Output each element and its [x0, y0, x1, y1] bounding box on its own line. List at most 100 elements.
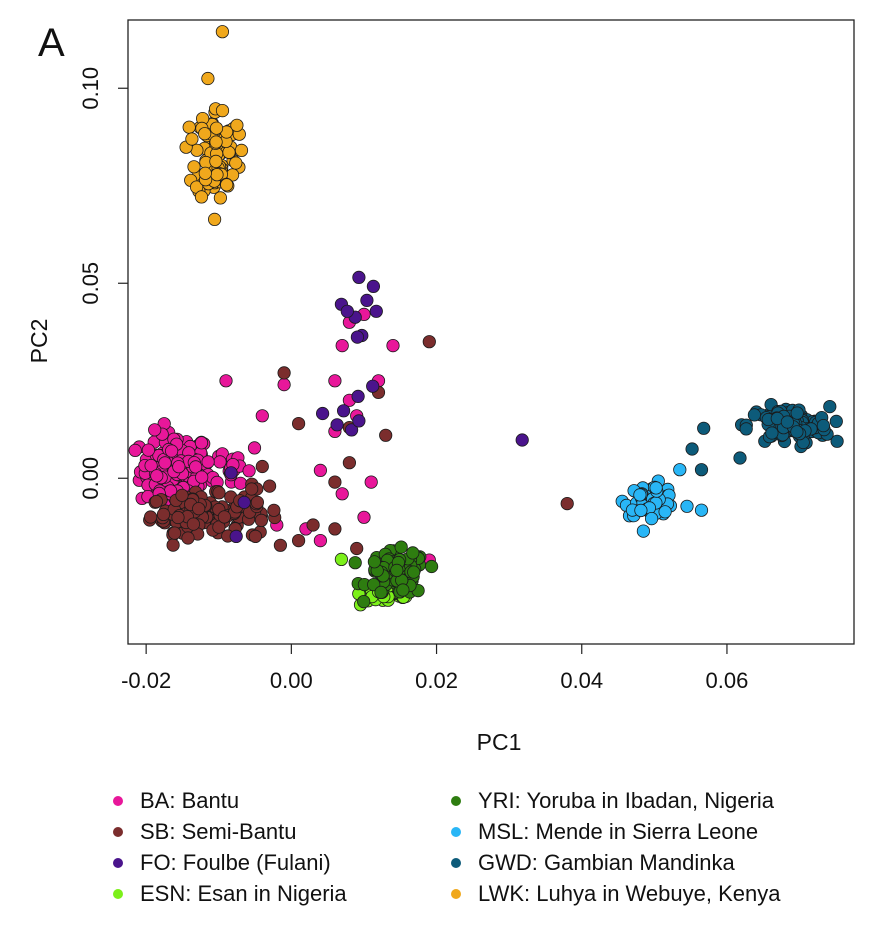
point-series-7: [220, 178, 234, 192]
point-series-6: [697, 421, 711, 435]
point-series-7: [198, 127, 212, 141]
point-series-4: [374, 585, 388, 600]
point-series-0: [219, 374, 233, 388]
point-series-5: [694, 503, 709, 517]
point-series-7: [210, 168, 224, 182]
point-series-1: [328, 475, 342, 489]
point-series-0: [165, 444, 179, 458]
y-tick-label: 0.05: [78, 262, 103, 305]
legend-marker: [113, 796, 123, 806]
point-series-1: [245, 482, 259, 496]
point-series-2: [336, 404, 351, 418]
point-series-4: [390, 563, 404, 578]
point-series-1: [328, 522, 342, 536]
point-series-0: [247, 441, 262, 455]
point-series-6: [829, 414, 843, 428]
point-series-4: [407, 565, 421, 579]
point-series-0: [328, 374, 342, 388]
legend-marker: [451, 858, 461, 868]
point-series-0: [364, 475, 378, 489]
point-series-3: [334, 552, 348, 567]
point-series-1: [262, 479, 277, 493]
point-series-1: [212, 520, 226, 534]
x-tick-label: 0.04: [560, 668, 603, 693]
point-series-1: [192, 502, 206, 516]
legend-marker: [451, 796, 461, 806]
point-series-1: [342, 456, 356, 470]
legend-label: YRI: Yoruba in Ibadan, Nigeria: [478, 788, 775, 813]
point-series-1: [254, 513, 268, 528]
point-series-1: [350, 541, 364, 556]
point-series-2: [350, 330, 364, 344]
point-series-7: [215, 25, 229, 39]
point-series-2: [224, 466, 238, 480]
point-series-6: [739, 422, 753, 436]
point-series-2: [515, 433, 529, 447]
point-series-1: [560, 496, 574, 511]
point-series-6: [765, 426, 779, 440]
point-series-0: [233, 476, 248, 490]
point-series-7: [201, 71, 215, 86]
legend-marker: [451, 827, 461, 837]
y-axis-title: PC2: [26, 319, 52, 364]
point-series-0: [313, 463, 327, 477]
point-series-2: [340, 304, 354, 318]
legend-label: MSL: Mende in Sierra Leone: [478, 819, 758, 844]
point-series-7: [185, 132, 199, 146]
point-series-1: [306, 518, 320, 532]
point-series-6: [733, 451, 747, 465]
point-series-6: [747, 408, 762, 422]
point-series-6: [790, 406, 804, 420]
point-series-7: [198, 166, 212, 180]
point-series-2: [352, 270, 366, 284]
point-series-7: [215, 104, 230, 118]
point-series-0: [313, 533, 327, 548]
legend-label: GWD: Gambian Mandinka: [478, 850, 736, 875]
legend-marker: [113, 889, 123, 899]
point-series-5: [644, 511, 659, 526]
point-series-0: [335, 487, 349, 501]
point-series-0: [144, 458, 158, 473]
point-series-2: [237, 495, 251, 509]
point-series-1: [277, 366, 291, 380]
point-series-6: [685, 442, 699, 456]
point-series-1: [171, 510, 185, 525]
point-series-0: [141, 443, 155, 457]
point-series-0: [189, 460, 203, 474]
point-series-5: [634, 503, 648, 517]
point-series-0: [195, 470, 209, 484]
point-series-1: [248, 529, 262, 544]
point-series-4: [396, 583, 410, 597]
panel-letter: A: [38, 21, 65, 65]
point-series-0: [172, 460, 186, 474]
point-series-4: [348, 556, 362, 570]
point-series-6: [816, 418, 831, 433]
point-series-6: [780, 415, 795, 429]
point-series-2: [360, 293, 374, 307]
point-series-7: [194, 190, 209, 204]
point-series-7: [213, 191, 227, 205]
point-series-1: [217, 510, 231, 524]
point-series-5: [680, 499, 694, 513]
point-series-4: [406, 546, 420, 560]
point-series-6: [694, 463, 709, 477]
plot-frame: [127, 19, 855, 645]
point-series-0: [242, 464, 256, 478]
point-series-1: [166, 538, 180, 552]
point-series-7: [229, 156, 243, 170]
point-series-2: [229, 529, 243, 544]
legend-label: FO: Foulbe (Fulani): [140, 850, 331, 875]
point-series-0: [213, 455, 227, 469]
point-series-2: [344, 423, 359, 437]
point-series-1: [422, 335, 436, 349]
point-series-0: [128, 443, 142, 457]
point-series-7: [208, 212, 222, 226]
point-series-4: [424, 559, 439, 574]
legend-label: SB: Semi-Bantu: [140, 819, 297, 844]
point-series-1: [291, 533, 306, 548]
point-series-2: [330, 418, 344, 432]
point-series-1: [291, 416, 306, 431]
point-series-0: [357, 510, 371, 524]
point-series-0: [255, 409, 269, 423]
